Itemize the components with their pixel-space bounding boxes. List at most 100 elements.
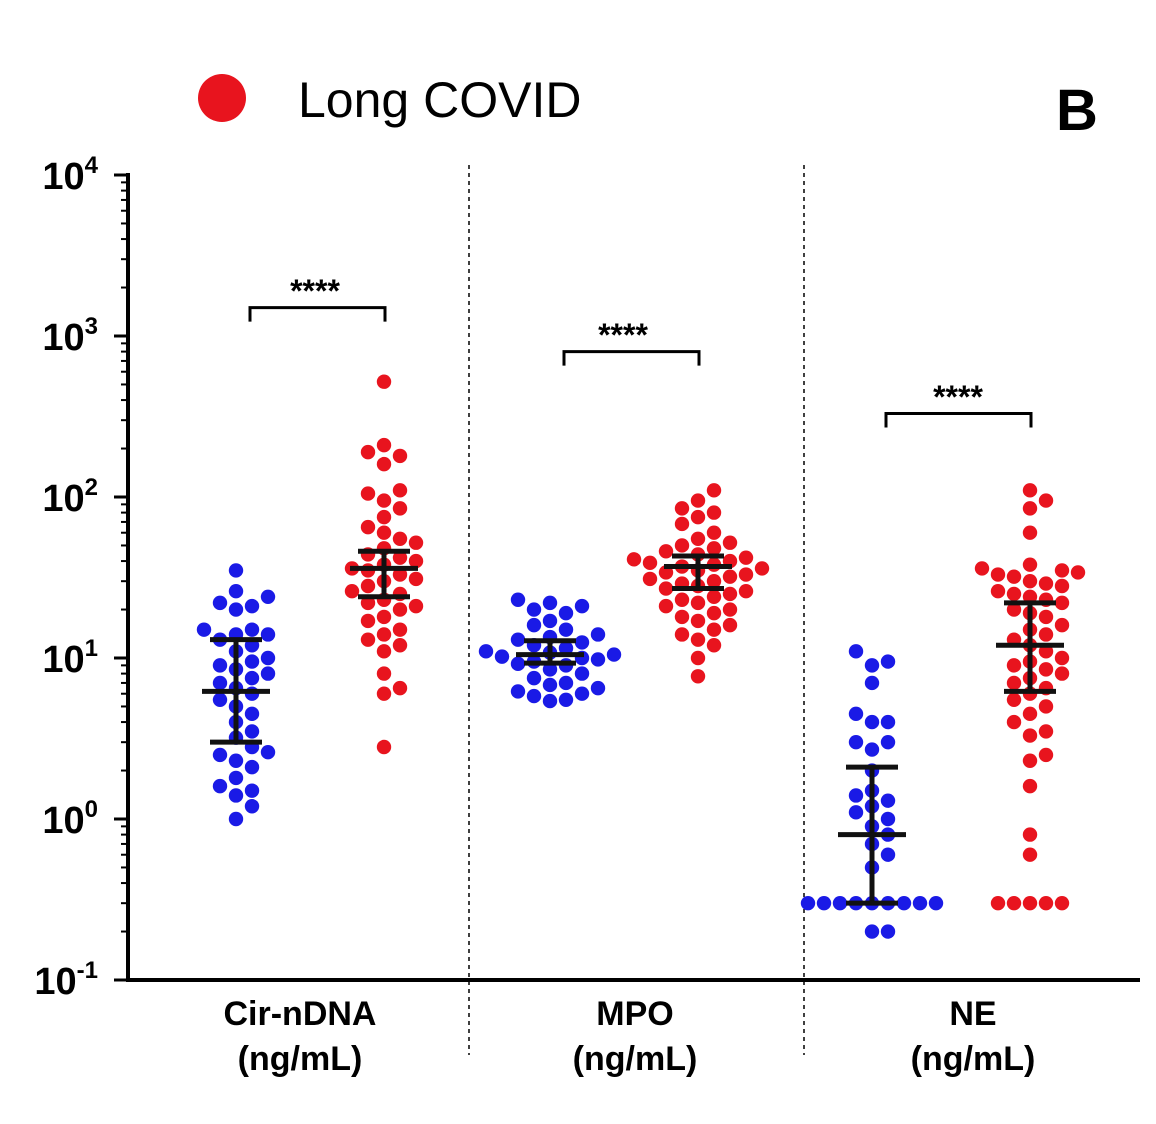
series-long-covid	[974, 483, 1086, 911]
group-0-control-point	[260, 744, 276, 760]
group-0-long-covid-point	[408, 553, 424, 569]
group-0-long-covid-point	[408, 535, 424, 550]
group-1-control-point	[558, 641, 574, 656]
group-0-long-covid-point	[392, 483, 408, 498]
group-1-control-point	[590, 627, 606, 642]
group-0-control-point	[228, 563, 244, 578]
group-2-control-point	[880, 734, 896, 750]
group-1-long-covid-point	[658, 581, 674, 596]
group-0-control-point	[244, 598, 260, 614]
group-1-control-point	[526, 617, 542, 633]
group-0-long-covid-point	[392, 550, 408, 565]
group-0-control-point	[260, 589, 276, 604]
group-2-long-covid-point	[1054, 563, 1070, 578]
group-1-long-covid-point	[690, 650, 706, 666]
group-2-long-covid-point	[1054, 895, 1070, 911]
group-0-long-covid-point	[392, 622, 408, 637]
group-2-long-covid-point	[1022, 778, 1038, 794]
series-control	[478, 592, 622, 709]
group-1-long-covid-point	[642, 555, 658, 571]
group-2-long-covid-point	[1070, 565, 1086, 580]
group-1-long-covid-point	[706, 622, 722, 637]
series-control	[196, 563, 276, 827]
group-2-long-covid-point	[1022, 525, 1038, 540]
group-1-long-covid-point	[674, 592, 690, 607]
group-1	[478, 350, 770, 709]
group-2-long-covid-point	[990, 583, 1006, 599]
group-0-control-point	[228, 788, 244, 803]
group-1-long-covid-point	[706, 541, 722, 556]
group-2-long-covid-point	[1006, 675, 1022, 691]
group-1-control-point	[526, 670, 542, 686]
group-0-long-covid-point	[376, 609, 392, 625]
group-1-long-covid-point	[738, 567, 754, 582]
group-0-control-point	[212, 747, 228, 763]
group-0-long-covid-point	[376, 525, 392, 540]
group-1-long-covid-point	[706, 525, 722, 540]
series-control	[800, 644, 944, 939]
x-label-ne-line2: (ng/mL)	[911, 1040, 1036, 1078]
group-1-control-point	[542, 613, 558, 629]
group-2-control-point	[880, 811, 896, 827]
group-2-control-point	[880, 793, 896, 808]
group-2-control-point	[848, 805, 864, 820]
group-2-long-covid-point	[1038, 493, 1054, 508]
group-2-long-covid-point	[990, 567, 1006, 582]
group-2-long-covid-point	[1022, 573, 1038, 589]
group-2-long-covid-point	[1006, 895, 1022, 911]
group-0-long-covid-point	[376, 374, 392, 389]
group-1-long-covid-point	[722, 602, 738, 617]
group-2-long-covid-point	[1038, 609, 1054, 625]
group-2-long-covid-point	[1054, 617, 1070, 633]
group-2-control-point	[800, 895, 816, 911]
group-0-control-point	[244, 654, 260, 669]
group-2-control-point	[848, 788, 864, 803]
y-tick-label: 102	[42, 474, 98, 520]
legend-marker-long-covid	[198, 74, 246, 122]
group-2-long-covid-point	[1006, 692, 1022, 708]
group-1-long-covid-point	[722, 569, 738, 584]
group-1-control-point	[510, 592, 526, 607]
group-1-control-point	[558, 622, 574, 637]
group-0-control-point	[244, 622, 260, 637]
significance-bracket	[884, 412, 1033, 428]
group-0-long-covid-point	[376, 456, 392, 472]
group-0-control-point	[260, 627, 276, 642]
group-0-control-point	[244, 724, 260, 739]
x-label-mpo-line1: MPO	[596, 995, 673, 1033]
group-0-long-covid-point	[376, 509, 392, 525]
group-2-long-covid-point	[1006, 714, 1022, 730]
group-1-control-point	[558, 692, 574, 708]
group-2-long-covid-point	[974, 561, 990, 576]
group-2-long-covid-point	[1038, 627, 1054, 642]
group-2-control-point	[928, 895, 944, 911]
group-1-long-covid-point	[706, 483, 722, 498]
y-tick-label: 101	[42, 635, 98, 681]
y-axis: 10-1 100 101 102 103 104	[34, 152, 130, 1003]
group-1-control-point	[510, 684, 526, 699]
group-0-long-covid-point	[360, 444, 376, 460]
group-2-long-covid-point	[1022, 728, 1038, 743]
group-1-long-covid-point	[674, 627, 690, 642]
group-0-long-covid-point	[360, 519, 376, 535]
group-2-long-covid-point	[1022, 483, 1038, 498]
group-0-control-point	[228, 770, 244, 786]
group-1-long-covid-point	[690, 531, 706, 547]
group-0-control-point	[244, 706, 260, 722]
group-1-control-point	[542, 677, 558, 693]
group-1-long-covid-point	[674, 501, 690, 516]
series-long-covid	[344, 374, 424, 755]
group-0-control-point	[228, 811, 244, 827]
group-1-control-point	[510, 656, 526, 672]
y-tick-label: 10-1	[34, 957, 98, 1003]
group-1-long-covid-point	[690, 632, 706, 647]
group-2-long-covid-point	[1022, 827, 1038, 842]
group-1-long-covid-point	[626, 552, 642, 567]
group-1-long-covid-point	[722, 617, 738, 633]
group-1-control-point	[574, 635, 590, 650]
group-0	[196, 306, 424, 827]
group-1-control-point	[542, 662, 558, 677]
group-1-control-point	[590, 680, 606, 696]
group-2-control-point	[848, 706, 864, 722]
group-0-long-covid-point	[392, 501, 408, 516]
